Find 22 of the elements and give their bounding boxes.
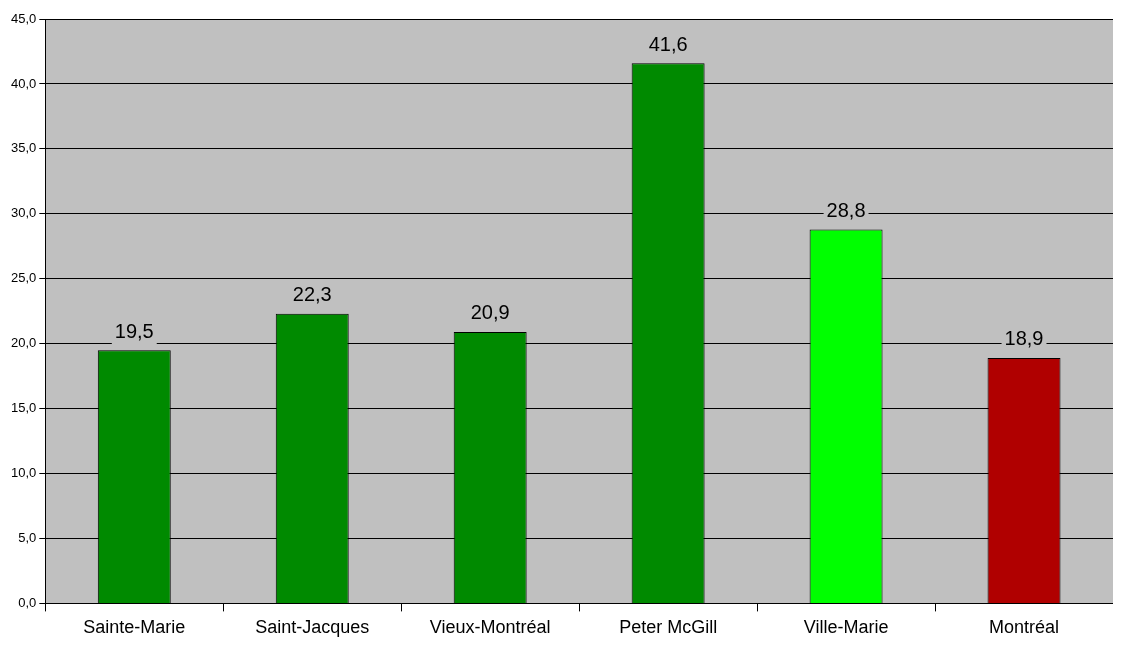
x-tick-label: Montréal: [989, 617, 1060, 638]
data-label: 18,9: [1004, 327, 1044, 350]
y-tick-label: 5,0: [18, 530, 37, 546]
data-label: 28,8: [826, 198, 866, 221]
x-tick-label: Vieux-Montréal: [429, 617, 551, 638]
y-tick-label: 25,0: [10, 270, 37, 286]
y-tick-label: 35,0: [10, 140, 37, 156]
x-tick-label: Peter McGill: [619, 617, 718, 638]
data-label: 20,9: [470, 301, 510, 324]
y-tick-label: 10,0: [10, 465, 37, 481]
y-tick-label: 15,0: [10, 400, 37, 416]
x-tick-label: Sainte-Marie: [83, 617, 186, 638]
y-tick-label: 45,0: [10, 10, 37, 26]
y-tick-label: 40,0: [10, 75, 37, 91]
x-tick-label: Ville-Marie: [803, 617, 889, 638]
y-tick-label: 0,0: [18, 594, 37, 610]
data-label: 19,5: [114, 319, 154, 342]
y-tick-label: 30,0: [10, 205, 37, 221]
data-label: 22,3: [292, 283, 332, 306]
x-tick-label: Saint-Jacques: [255, 617, 370, 638]
data-label: 41,6: [648, 32, 688, 55]
y-tick-label: 20,0: [10, 335, 37, 351]
